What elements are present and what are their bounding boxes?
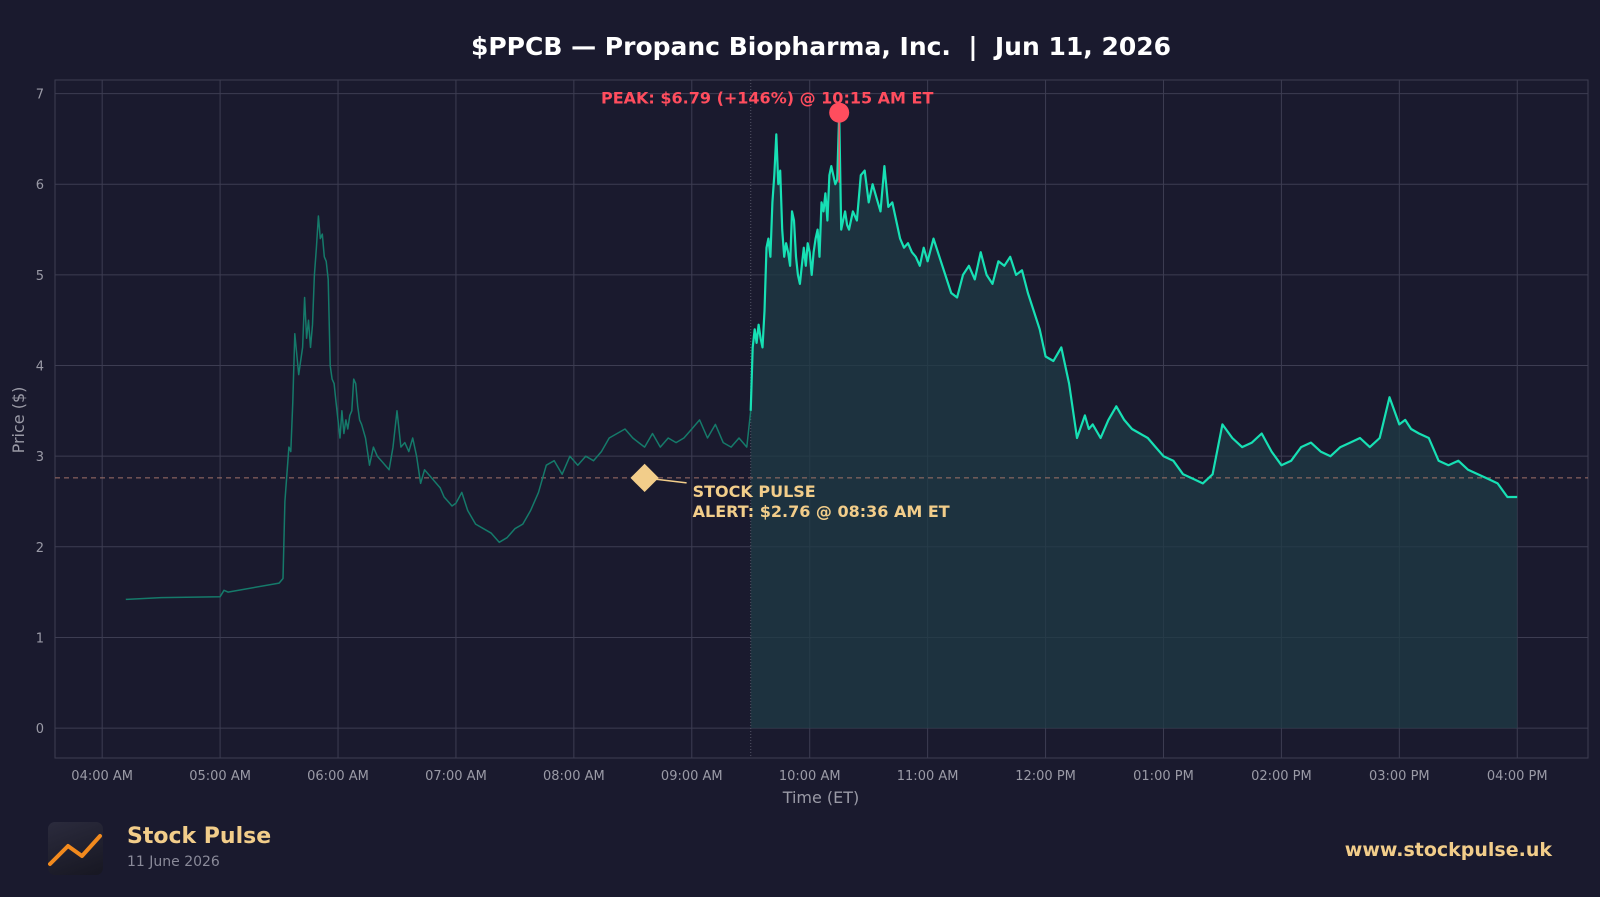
peak-label: PEAK: $6.79 (+146%) @ 10:15 AM ET: [601, 89, 933, 108]
y-tick-label: 4: [36, 360, 44, 375]
y-tick-label: 0: [36, 722, 44, 737]
x-tick-label: 05:00 AM: [189, 769, 251, 784]
x-tick-label: 09:00 AM: [661, 769, 723, 784]
regular-session-fill: [750, 112, 1518, 729]
x-tick-label: 06:00 AM: [307, 769, 369, 784]
y-tick-label: 5: [36, 269, 44, 284]
y-tick-label: 7: [36, 88, 44, 103]
brand-date: 11 June 2026: [127, 854, 220, 870]
website-link[interactable]: www.stockpulse.uk: [1344, 839, 1552, 861]
x-tick-label: 01:00 PM: [1133, 769, 1194, 784]
x-tick-label: 03:00 PM: [1369, 769, 1430, 784]
y-axis-label: Price ($): [9, 387, 28, 454]
peak-marker: [829, 102, 850, 123]
trend-chart-icon: [48, 834, 102, 866]
alert-label-line1: STOCK PULSE: [693, 482, 816, 501]
x-tick-label: 04:00 AM: [71, 769, 133, 784]
chart-title: $PPCB — Propanc Biopharma, Inc. | Jun 11…: [471, 32, 1171, 61]
brand-logo: [48, 822, 103, 875]
regular-price-line: [749, 111, 1518, 499]
x-tick-label: 12:00 PM: [1015, 769, 1076, 784]
x-tick-label: 08:00 AM: [543, 769, 605, 784]
x-tick-label: 07:00 AM: [425, 769, 487, 784]
y-tick-label: 1: [36, 631, 44, 646]
alert-marker: [630, 463, 659, 493]
x-axis-label: Time (ET): [782, 788, 860, 807]
plot-frame: [54, 79, 1589, 759]
y-tick-label: 3: [36, 450, 44, 465]
y-tick-label: 6: [36, 178, 44, 193]
y-tick-label: 2: [36, 541, 44, 556]
x-tick-label: 04:00 PM: [1487, 769, 1548, 784]
premarket-price-line: [125, 215, 752, 601]
alert-label-line2: ALERT: $2.76 @ 08:36 AM ET: [693, 502, 950, 521]
x-tick-label: 02:00 PM: [1251, 769, 1312, 784]
x-tick-label: 11:00 AM: [897, 769, 959, 784]
brand-name: Stock Pulse: [127, 824, 272, 849]
x-tick-label: 10:00 AM: [779, 769, 841, 784]
